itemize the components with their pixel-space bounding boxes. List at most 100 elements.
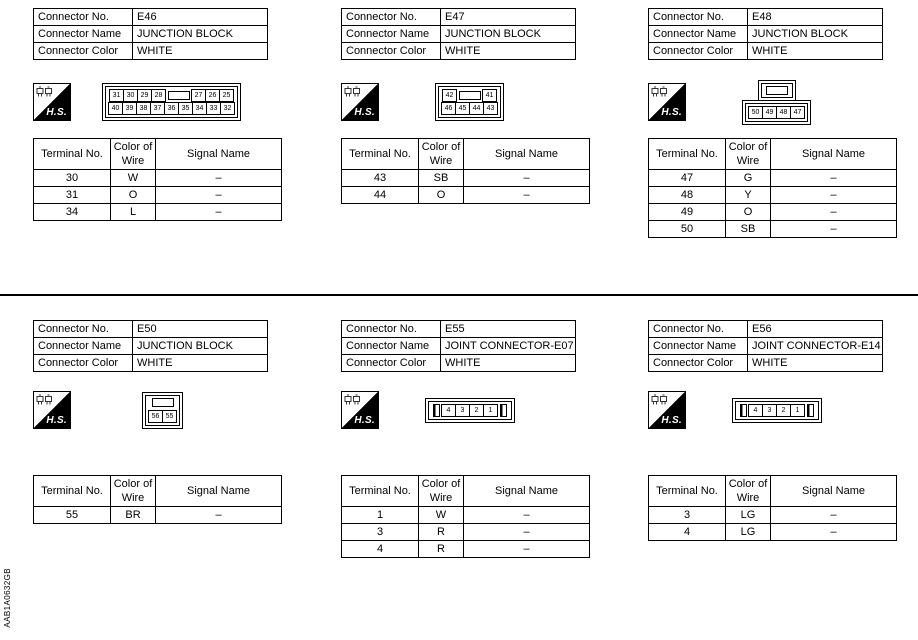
connector-block: Connector No. E55 Connector Name JOINT C… [341,320,590,590]
terminal-no-cell: 30 [33,169,111,187]
connector-no-value: E46 [132,8,268,26]
hs-label: H.S. [46,415,67,426]
pin-cell: 46 [441,102,456,115]
hs-label: H.S. [354,107,375,118]
terminal-row: 49 O – [648,203,897,221]
terminal-row: 34 L – [33,203,282,221]
wire-color-cell: O [110,186,156,204]
pin-cell: 28 [151,89,166,102]
pin-cell: 3 [455,403,470,417]
connector-name-value: JOINT CONNECTOR-E07 [440,337,576,355]
pin-row: 56 55 [148,409,177,423]
end-slot [807,403,814,417]
signal-name-header: Signal Name [463,475,590,507]
signal-name-cell: – [463,523,590,541]
terminal-row: 47 G – [648,169,897,187]
signal-name-header: Signal Name [770,138,897,170]
connector-color-row: Connector Color WHITE [648,354,883,372]
signal-name-cell: – [770,506,897,524]
terminal-no-cell: 55 [33,506,111,524]
terminal-no-cell: 47 [648,169,726,187]
wire-color-cell: SB [725,220,771,238]
connector-color-label: Connector Color [33,42,133,60]
signal-name-cell: – [463,540,590,558]
connector-no-label: Connector No. [341,8,441,26]
pin-cell: 3 [762,403,777,417]
signal-name-cell: – [770,169,897,187]
connector-color-label: Connector Color [648,354,748,372]
pin-cell: 2 [469,403,484,417]
signal-name-cell: – [463,506,590,524]
connector-name-row: Connector Name JUNCTION BLOCK [33,25,268,43]
connector-color-value: WHITE [440,354,576,372]
pin-diagram-frame: 42 41 46 45 44 43 [435,83,504,121]
connector-block: Connector No. E48 Connector Name JUNCTIO… [648,8,897,278]
pin-diagram-inner-frame: 50 49 48 47 [745,102,808,122]
wire-color-cell: LG [725,523,771,541]
terminal-no-header: Terminal No. [33,475,111,507]
terminal-row: 48 Y – [648,186,897,204]
section-divider [0,294,918,296]
signal-name-cell: – [155,203,282,221]
pin-cell: 50 [748,105,763,119]
blank-slot [459,91,481,100]
connector-color-label: Connector Color [341,354,441,372]
end-slot [433,403,440,417]
connector-block: Connector No. E47 Connector Name JUNCTIO… [341,8,590,278]
pin-diagram-frame: 56 55 [142,391,183,429]
pin-cell: 33 [206,102,221,115]
color-of-wire-header: Color of Wire [110,138,156,170]
color-of-wire-header: Color of Wire [418,475,464,507]
wire-color-cell: O [418,186,464,204]
terminal-no-cell: 4 [648,523,726,541]
connector-no-label: Connector No. [648,320,748,338]
terminal-row: 3 LG – [648,506,897,524]
connector-info-table: Connector No. E47 Connector Name JUNCTIO… [341,8,576,60]
pin-cell: 39 [122,102,137,115]
signal-name-cell: – [155,506,282,524]
pin-row: 50 49 48 47 [748,105,805,119]
signal-name-cell: – [463,169,590,187]
pin-cell: 30 [123,89,138,102]
terminal-no-cell: 34 [33,203,111,221]
connector-block: Connector No. E50 Connector Name JUNCTIO… [33,320,282,590]
connector-color-row: Connector Color WHITE [341,354,576,372]
signal-name-header: Signal Name [155,475,282,507]
pin-cell: 27 [191,89,206,102]
connector-color-row: Connector Color WHITE [341,42,576,60]
hs-icon: H.S. [33,83,71,121]
pin-grid: 42 41 46 45 44 43 [441,89,498,115]
terminal-table: Terminal No. Color of Wire Signal Name 1… [341,475,590,558]
signal-name-header: Signal Name [770,475,897,507]
terminal-row: 30 W – [33,169,282,187]
connector-doodle-icon [651,394,667,405]
connector-color-label: Connector Color [648,42,748,60]
hs-icon: H.S. [341,391,379,429]
pin-cell: 34 [192,102,207,115]
pin-cell: 1 [483,403,498,417]
pin-cell: 44 [469,102,484,115]
connector-doodle-icon [344,394,360,405]
terminal-row: 31 O – [33,186,282,204]
signal-name-cell: – [155,186,282,204]
terminal-no-cell: 43 [341,169,419,187]
terminal-row: 44 O – [341,186,590,204]
pin-diagram-frame: 31 30 29 28 27 26 25 40 39 38 37 36 35 34 33 32 [102,83,241,121]
pin-diagram-inner-frame [760,82,793,98]
pin-cell: 26 [205,89,220,102]
pin-diagram: 50 49 48 47 [742,79,811,125]
terminal-table: Terminal No. Color of Wire Signal Name 3… [648,475,897,541]
terminal-row: 50 SB – [648,220,897,238]
wire-color-cell: LG [725,506,771,524]
pin-cell: 56 [148,409,163,423]
connector-color-row: Connector Color WHITE [33,354,268,372]
pin-diagram-body: 50 49 48 47 [742,99,811,125]
pin-cell: 47 [790,105,805,119]
hs-icon: H.S. [33,391,71,429]
